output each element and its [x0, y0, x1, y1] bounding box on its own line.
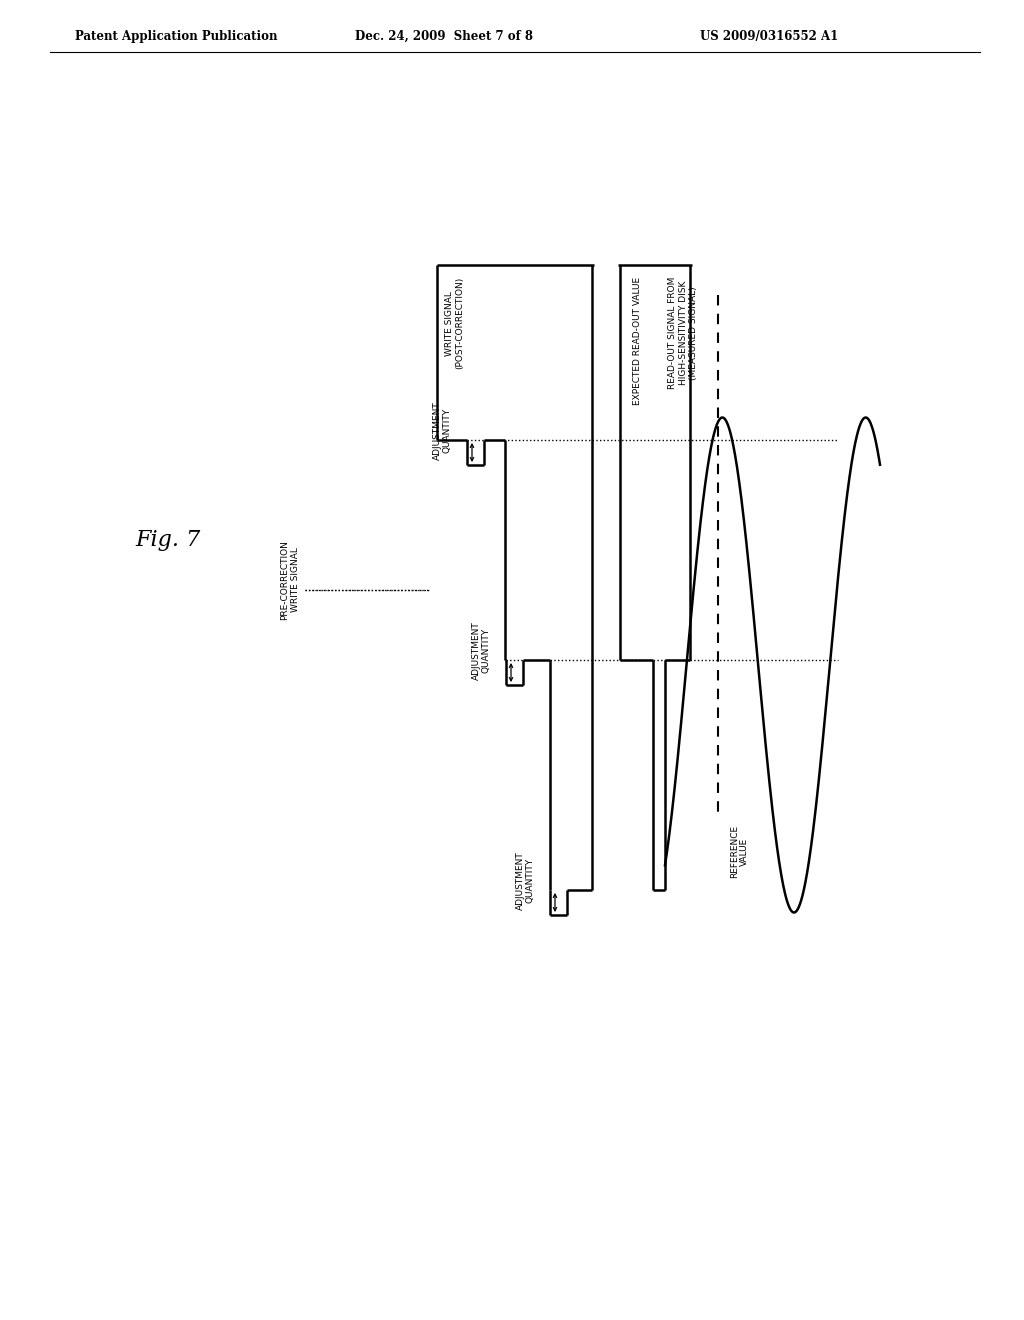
Text: EXPECTED READ-OUT VALUE: EXPECTED READ-OUT VALUE [634, 277, 642, 405]
Text: REFERENCE
VALUE: REFERENCE VALUE [730, 825, 750, 878]
Text: ADJUSTMENT
QUANTITY: ADJUSTMENT QUANTITY [472, 622, 490, 680]
Text: Fig. 7: Fig. 7 [135, 529, 201, 550]
Text: WRITE SIGNAL
(POST-CORRECTION): WRITE SIGNAL (POST-CORRECTION) [445, 277, 465, 370]
Text: READ-OUT SIGNAL FROM
HIGH-SENSITIVITY DISK
(MEASURED SIGNAL): READ-OUT SIGNAL FROM HIGH-SENSITIVITY DI… [668, 277, 698, 389]
Text: Dec. 24, 2009  Sheet 7 of 8: Dec. 24, 2009 Sheet 7 of 8 [355, 30, 534, 44]
Text: PRE-CORRECTION
WRITE SIGNAL: PRE-CORRECTION WRITE SIGNAL [281, 540, 300, 620]
Text: Patent Application Publication: Patent Application Publication [75, 30, 278, 44]
Text: ADJUSTMENT
QUANTITY: ADJUSTMENT QUANTITY [516, 851, 535, 909]
Text: ADJUSTMENT
QUANTITY: ADJUSTMENT QUANTITY [432, 401, 452, 459]
Text: US 2009/0316552 A1: US 2009/0316552 A1 [700, 30, 839, 44]
